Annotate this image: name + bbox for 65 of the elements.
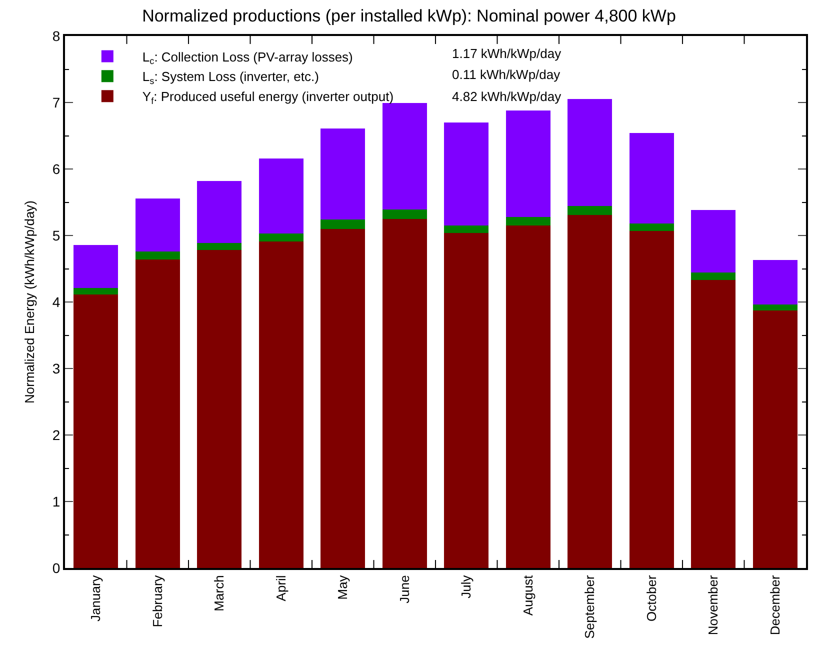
annotation: 0.11 kWh/kWp/day <box>452 67 561 82</box>
bar <box>197 250 242 568</box>
bar <box>74 244 118 288</box>
bar <box>568 214 612 568</box>
bar <box>568 99 612 206</box>
bar <box>197 180 242 243</box>
bar <box>320 128 366 220</box>
bar <box>320 220 366 229</box>
bar <box>629 224 674 231</box>
x-tick-label: July <box>458 574 474 598</box>
y-tick-label: 2 <box>52 426 60 443</box>
bar <box>258 158 304 234</box>
bar <box>382 218 427 568</box>
y-tick-label: 5 <box>52 227 60 244</box>
bar <box>135 259 180 568</box>
y-tick-label: 0 <box>52 560 60 576</box>
bar <box>691 210 736 273</box>
bar <box>258 234 304 242</box>
bar <box>691 272 736 280</box>
bar <box>506 226 550 568</box>
bar <box>135 198 180 252</box>
x-tick-label: March <box>212 575 227 612</box>
bar <box>629 230 674 568</box>
legend-label: L$_{c}$: Collection Loss (PV-array losses) <box>142 49 353 66</box>
x-tick-label: September <box>582 574 598 639</box>
bar <box>74 294 118 568</box>
annotation: 4.82 kWh/kWp/day <box>452 89 562 104</box>
legend-label: Y$_{f}$: Produced useful energy (inverter output) <box>142 89 394 106</box>
y-axis-title: Normalized Energy (kWh/kWp/day) <box>22 200 37 404</box>
bar <box>444 122 489 226</box>
legend-label: L$_{s}$: System Loss (inverter, etc.) <box>142 69 319 86</box>
bar <box>258 241 304 568</box>
bar <box>691 280 736 568</box>
y-tick-label: 3 <box>52 360 60 376</box>
x-tick-label: August <box>520 574 536 616</box>
bar <box>506 216 550 226</box>
bar <box>382 210 427 219</box>
bar <box>568 206 612 215</box>
y-tick-label: 7 <box>52 94 60 110</box>
bar <box>752 310 798 568</box>
x-tick-label: April <box>273 575 288 602</box>
bar <box>444 232 489 568</box>
x-tick-label: January <box>88 574 104 622</box>
y-tick-label: 1 <box>52 493 60 510</box>
x-tick-label: February <box>150 574 165 628</box>
y-tick-label: 4 <box>52 294 60 310</box>
x-tick-label: May <box>335 574 350 600</box>
y-tick-label: 6 <box>52 160 60 177</box>
bar <box>752 304 798 311</box>
chart-title: Normalized productions (per installed kWp): Nominal power 4,800 kWp <box>142 6 676 26</box>
bar <box>197 242 242 250</box>
bar <box>382 103 427 210</box>
x-tick-label: November <box>706 574 721 636</box>
bar <box>506 110 550 217</box>
x-tick-label: December <box>767 574 782 636</box>
x-tick-label: October <box>644 574 659 622</box>
bar <box>320 228 366 568</box>
y-tick-label: 8 <box>52 28 60 44</box>
annotation: 1.17 kWh/kWp/day <box>452 46 562 61</box>
x-tick-label: June <box>396 575 412 604</box>
bar <box>74 288 118 295</box>
bar <box>135 251 180 260</box>
bar <box>629 133 674 224</box>
bar <box>444 226 489 233</box>
bar <box>752 260 798 305</box>
